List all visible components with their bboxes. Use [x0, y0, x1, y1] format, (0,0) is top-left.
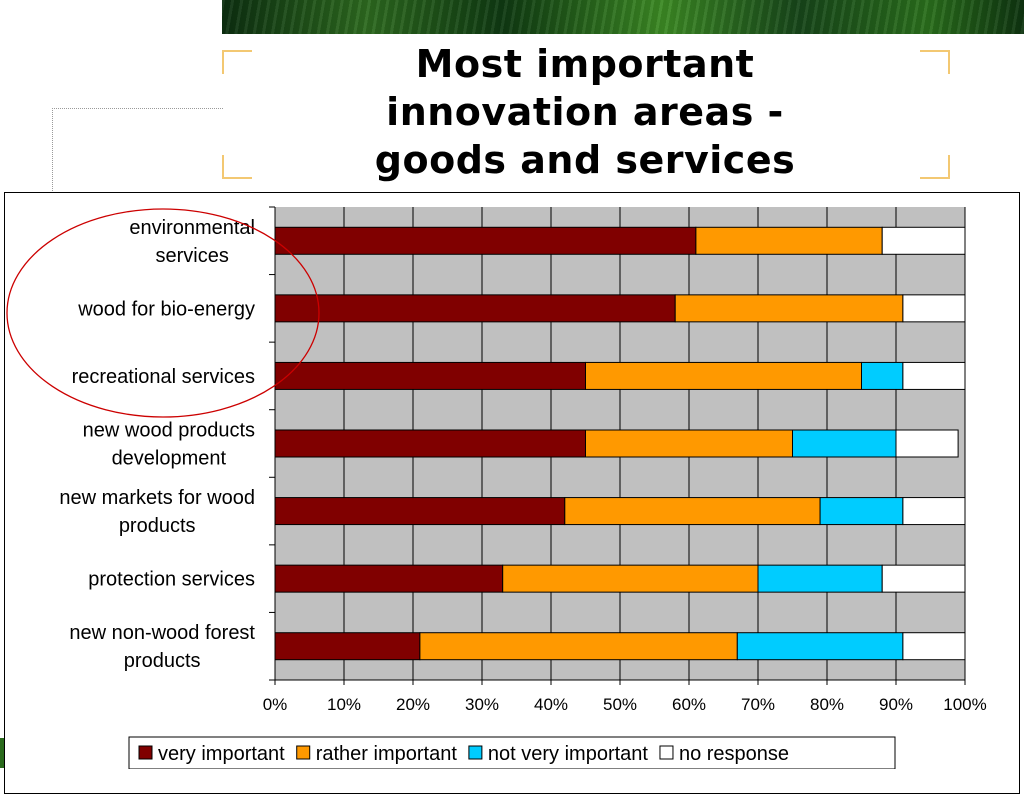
category-label-line: protection services: [88, 569, 255, 591]
category-label: new markets for wood products: [59, 487, 255, 537]
category-label: recreational services: [72, 366, 255, 388]
corner-bracket-bottom-left: [222, 155, 252, 179]
bar-segment-rather-important: [695, 226, 883, 255]
bar-segment-not-very-important: [792, 429, 897, 458]
bar-segment-no-response: [902, 361, 966, 390]
legend-swatch: [296, 745, 311, 760]
slide-title: Most important innovation areas - goods …: [330, 40, 840, 184]
chart-frame: environmental services wood for bio-energy…: [4, 192, 1020, 794]
category-label-line: development: [112, 448, 227, 470]
category-label: environmental services: [129, 217, 255, 267]
bar-segment-no-response: [902, 497, 966, 526]
bar-segment-no-response: [902, 294, 966, 323]
category-label-line: services: [156, 245, 229, 267]
legend-swatch: [138, 745, 153, 760]
bar-segment-rather-important: [502, 564, 759, 593]
x-tick-label: 50%: [603, 695, 637, 714]
title-line-2: innovation areas -: [386, 90, 784, 134]
bar-segment-not-very-important: [819, 497, 904, 526]
legend-label: not very important: [488, 743, 649, 765]
bar-segment-not-very-important: [861, 361, 904, 390]
legend-label: very important: [158, 743, 285, 765]
bar-segment-no-response: [881, 226, 966, 255]
category-label: protection services: [88, 569, 255, 591]
x-tick-label: 80%: [810, 695, 844, 714]
bar-segment-rather-important: [564, 497, 821, 526]
bar-segment-very-important: [274, 361, 586, 390]
bar-segment-no-response: [895, 429, 959, 458]
legend-swatch: [659, 745, 674, 760]
bar-segment-very-important: [274, 564, 504, 593]
category-label-line: recreational services: [72, 366, 255, 388]
legend-box: [128, 736, 896, 769]
x-tick-label: 90%: [879, 695, 913, 714]
x-tick-label: 0%: [263, 695, 288, 714]
x-tick-label: 60%: [672, 695, 706, 714]
category-label: wood for bio-energy: [77, 298, 255, 320]
x-tick-label: 40%: [534, 695, 568, 714]
category-label: new wood products development: [83, 420, 255, 470]
category-label: new non-wood forest products: [69, 622, 255, 672]
bar-segment-rather-important: [419, 632, 738, 661]
title-line-1: Most important: [415, 42, 755, 86]
left-edge-strip: [0, 738, 6, 768]
bar-segment-very-important: [274, 632, 421, 661]
category-label-line: new non-wood forest: [69, 622, 255, 644]
corner-bracket-top-right: [920, 50, 950, 74]
category-label-line: products: [119, 515, 196, 537]
highlight-ellipse: [6, 208, 320, 418]
top-banner: [222, 0, 1024, 34]
x-tick-label: 10%: [327, 695, 361, 714]
corner-bracket-bottom-right: [920, 155, 950, 179]
bar-segment-rather-important: [674, 294, 904, 323]
bar-segment-not-very-important: [757, 564, 883, 593]
bar-segment-very-important: [274, 497, 566, 526]
corner-bracket-top-left: [222, 50, 252, 74]
category-label-line: wood for bio-energy: [77, 298, 255, 320]
dotted-frame: [52, 108, 223, 193]
x-tick-label: 20%: [396, 695, 430, 714]
legend-label: rather important: [316, 743, 458, 765]
bar-segment-very-important: [274, 294, 676, 323]
x-tick-label: 100%: [943, 695, 986, 714]
bar-segment-no-response: [881, 564, 966, 593]
category-label-line: new markets for wood: [59, 487, 255, 509]
category-label-line: environmental: [129, 217, 255, 239]
category-label-line: new wood products: [83, 420, 255, 442]
bar-segment-rather-important: [585, 361, 862, 390]
bar-segment-no-response: [902, 632, 966, 661]
bar-segment-very-important: [274, 429, 586, 458]
category-label-line: products: [124, 650, 201, 672]
legend-swatch: [468, 745, 483, 760]
x-tick-label: 30%: [465, 695, 499, 714]
title-line-3: goods and services: [374, 138, 796, 182]
bar-segment-not-very-important: [736, 632, 904, 661]
stacked-bar-chart: environmental services wood for bio-energy…: [6, 206, 987, 769]
legend-label: no response: [679, 743, 789, 765]
x-tick-label: 70%: [741, 695, 775, 714]
bar-segment-rather-important: [585, 429, 793, 458]
bar-segment-very-important: [274, 226, 697, 255]
